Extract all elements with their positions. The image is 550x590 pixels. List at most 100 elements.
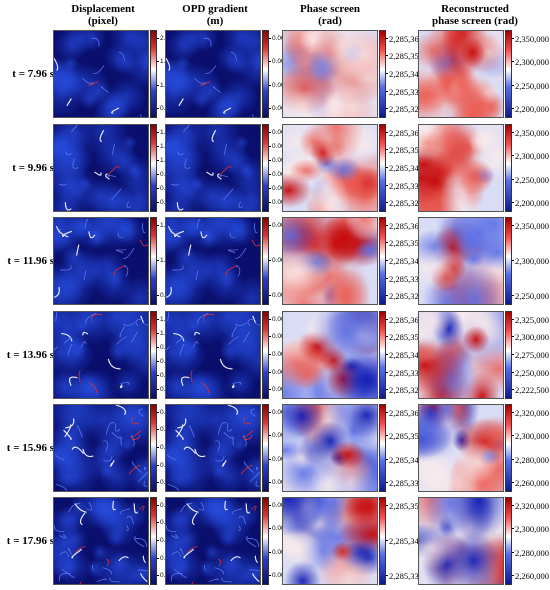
phase-colorbar [505, 124, 512, 212]
displacement-colorbar [262, 497, 269, 585]
colorbar-tick-label: 0.0006 [269, 58, 292, 65]
header-phase-line2: (rad) [318, 15, 342, 27]
colorbar-tick-label: 2,222,500 [512, 385, 549, 396]
displacement-colorbar [150, 217, 157, 305]
displacement-colorbar [262, 30, 269, 118]
opd-gradient-map [165, 217, 261, 305]
row-time-label: t = 15.96 s [6, 442, 54, 454]
displacement-colorbar [150, 497, 157, 585]
reconstructed-phase-map [418, 217, 504, 305]
colorbar-tick-label: 2,285,340 [386, 350, 423, 360]
phase-colorbar [505, 217, 512, 305]
displacement-map [53, 404, 149, 492]
colorbar-tick-label: 2,260,000 [512, 478, 549, 489]
colorbar-tick-label: 1.0 [156, 82, 169, 89]
header-recon-line2: phase screen (rad) [432, 15, 518, 27]
phase-screen-map [282, 217, 378, 305]
colorbar-tick-label: 0.0001 [269, 199, 292, 206]
colorbar-tick-label: 2,285,320 [386, 291, 423, 302]
displacement-colorbar [150, 404, 157, 492]
phase-screen-map [282, 497, 378, 585]
colorbar-tick-label: 1.0 [156, 257, 169, 264]
colorbar-tick-label: 0.6 [156, 358, 169, 365]
colorbar-tick-label: 0.5 [156, 409, 169, 416]
colorbar-tick-label: 2,285,340 [386, 454, 423, 465]
colorbar-tick-label: 2,300,000 [512, 524, 549, 535]
colorbar-tick-label: 2,300,000 [512, 256, 549, 266]
colorbar-tick-label: 2,250,000 [512, 291, 549, 302]
reconstructed-phase-map [418, 311, 504, 399]
colorbar-tick-label: 2,285,350 [386, 500, 423, 511]
phase-colorbar [379, 30, 386, 118]
colorbar-tick-label: 0.5 [156, 292, 169, 299]
phase-colorbar [505, 311, 512, 399]
colorbar-tick-label: 2,285,330 [386, 180, 423, 191]
colorbar-tick-label: 0.0004 [269, 157, 292, 164]
colorbar-tick-label: 2,250,000 [512, 80, 549, 91]
displacement-colorbar [262, 217, 269, 305]
colorbar-tick-label: 2,285,360 [386, 127, 423, 138]
colorbar-tick-label: 2,285,360 [386, 33, 423, 44]
colorbar-tick-label: 2,320,000 [512, 500, 549, 511]
phase-screen-map [282, 404, 378, 492]
phase-colorbar [379, 217, 386, 305]
colorbar-tick-label: 0.0006 [269, 129, 292, 136]
row-time-label: t = 11.96 s [7, 255, 54, 267]
phase-colorbar [379, 311, 386, 399]
colorbar-tick-label: 0.0003 [269, 171, 292, 178]
colorbar-tick-label: 2,285,350 [386, 238, 423, 249]
displacement-map [53, 30, 149, 118]
header-phase-screen: Phase screen (rad) [275, 3, 385, 27]
header-opd-gradient: OPD gradient (m) [160, 3, 270, 27]
colorbar-tick-label: 0.4 [156, 519, 169, 526]
colorbar-tick-label: 2,275,000 [512, 350, 549, 360]
colorbar-tick-label: 2,350,000 [512, 33, 549, 44]
colorbar-tick-label: 2,285,330 [386, 86, 423, 97]
colorbar-tick-label: 2,285,360 [386, 220, 423, 231]
phase-colorbar [505, 497, 512, 585]
phase-colorbar [505, 404, 512, 492]
colorbar-tick-label: 2,260,000 [512, 571, 549, 582]
colorbar-tick-label: 0.2 [156, 555, 169, 562]
colorbar-tick-label: 0.1 [156, 479, 169, 486]
header-displacement-line1: Displacement [71, 3, 135, 15]
header-displacement-line2: (pixel) [88, 15, 118, 27]
colorbar-tick-label: 2,200,000 [512, 104, 549, 115]
colorbar-tick-label: 0.1 [156, 572, 169, 579]
phase-screen-map [282, 30, 378, 118]
phase-colorbar [379, 124, 386, 212]
colorbar-tick-label: 0.0004 [269, 82, 292, 89]
colorbar-tick-label: 2,285,320 [386, 198, 423, 209]
colorbar-tick-label: 2,285,340 [386, 163, 423, 173]
displacement-colorbar [150, 30, 157, 118]
opd-gradient-map [165, 124, 261, 212]
displacement-colorbar [262, 311, 269, 399]
colorbar-tick-label: 0.8 [156, 344, 169, 351]
colorbar-tick-label: 0.4 [156, 372, 169, 379]
displacement-colorbar [262, 404, 269, 492]
row-time-label: t = 13.96 s [6, 349, 54, 361]
colorbar-tick-label: 2,300,000 [512, 57, 549, 68]
colorbar-tick-label: 2,285,350 [386, 145, 423, 156]
header-reconstructed: Reconstructed phase screen (rad) [410, 3, 540, 27]
colorbar-tick-label: 2,250,000 [512, 367, 549, 378]
colorbar-tick-label: 2,325,000 [512, 314, 549, 325]
colorbar-tick-label: 2,285,360 [386, 314, 423, 325]
colorbar-tick-label: 2,285,330 [386, 367, 423, 378]
colorbar-tick-label: 2,280,000 [512, 547, 549, 558]
colorbar-tick-label: 0.5 [156, 105, 169, 112]
colorbar-tick-label: 2,285,350 [386, 431, 423, 442]
phase-screen-map [282, 311, 378, 399]
colorbar-tick-label: 0.5 [156, 502, 169, 509]
colorbar-tick-label: 0.4 [156, 426, 169, 433]
colorbar-tick-label: 2,300,000 [512, 332, 549, 343]
colorbar-tick-label: 2,200,000 [512, 198, 549, 209]
colorbar-tick-label: 0.0004 [269, 257, 292, 264]
colorbar-tick-label: 0.3 [156, 537, 169, 544]
colorbar-tick-label: 0.0005 [269, 143, 292, 150]
colorbar-tick-label: 2,285,360 [386, 407, 423, 418]
colorbar-tick-label: 2,285,350 [386, 51, 423, 62]
displacement-map [53, 124, 149, 212]
